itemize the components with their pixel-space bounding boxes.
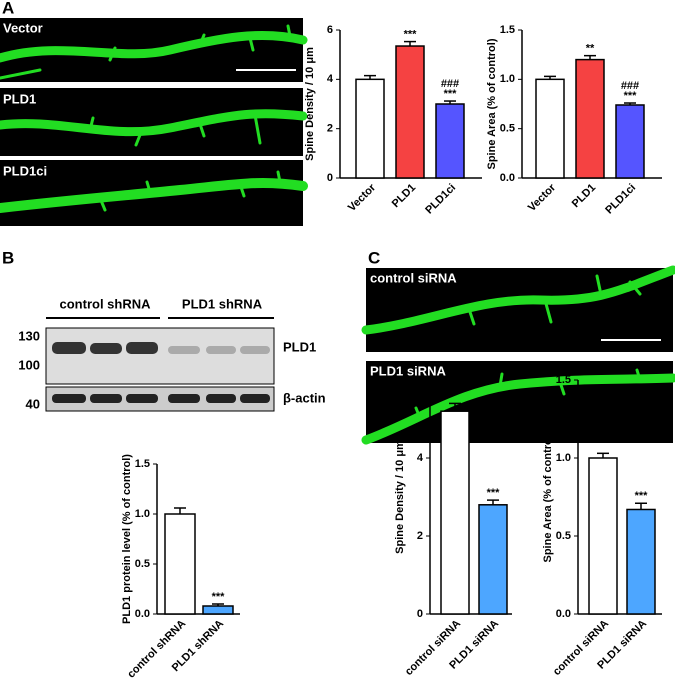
panel-label: A: [2, 0, 14, 17]
significance: ###: [621, 80, 639, 92]
band-label: PLD1: [283, 339, 316, 354]
y-tick-label: 1.0: [500, 73, 515, 85]
bar: [355, 78, 385, 179]
significance: ###: [441, 78, 459, 90]
micrograph: PLD1: [0, 88, 308, 156]
image-label: PLD1: [3, 91, 36, 106]
y-tick-label: 1.5: [500, 24, 515, 36]
western-blot: control shRNA PLD1 shRNA 130 100 40 PLD1…: [18, 296, 326, 412]
image-label: Vector: [3, 20, 43, 35]
y-axis-title: Spine Density / 10 μm: [304, 47, 316, 161]
y-tick-label: 4: [417, 452, 424, 464]
y-tick-label: 0.0: [556, 608, 571, 620]
blot-group: control shRNA: [60, 296, 152, 311]
micrograph: control siRNA: [361, 265, 675, 352]
significance: ***: [635, 490, 649, 502]
y-tick-label: 0: [417, 608, 423, 620]
significance: **: [586, 43, 595, 55]
bar: [478, 504, 508, 615]
blot-group: PLD1 shRNA: [182, 296, 263, 311]
x-tick-label: PLD1: [570, 182, 598, 210]
y-tick-label: 6: [417, 374, 423, 386]
marker: 130: [18, 328, 40, 343]
significance: ***: [487, 487, 501, 499]
y-axis-title: Spine Area (% of control): [486, 38, 498, 169]
bar: [615, 104, 645, 179]
band-label: β-actin: [283, 390, 326, 405]
significance: ***: [212, 591, 226, 603]
y-tick-label: 1.0: [135, 508, 150, 520]
x-tick-label: PLD1: [390, 182, 418, 210]
bar: [535, 78, 565, 179]
y-tick-label: 6: [327, 24, 333, 36]
y-tick-label: 0.5: [500, 123, 515, 135]
marker: 100: [18, 357, 40, 372]
y-tick-label: 4: [327, 73, 334, 85]
y-axis-title: Spine Density / 10 μm: [394, 440, 406, 554]
y-tick-label: 2: [327, 123, 333, 135]
x-tick-label: PLD1ci: [603, 182, 638, 217]
panel-label: C: [368, 248, 380, 267]
image-label: control siRNA: [370, 270, 457, 285]
panel-label: B: [2, 248, 14, 267]
y-tick-label: 0.0: [135, 608, 150, 620]
y-tick-label: 2: [417, 530, 423, 542]
significance: ***: [624, 90, 638, 102]
y-tick-label: 1.5: [135, 458, 150, 470]
micrograph: PLD1ci: [0, 160, 308, 226]
y-tick-label: 0.5: [556, 530, 571, 542]
bar: [626, 508, 656, 615]
significance: ***: [404, 28, 418, 40]
bar: [164, 513, 196, 615]
y-tick-label: 0: [327, 172, 333, 184]
x-tick-label: Vector: [526, 181, 559, 214]
y-tick-label: 0.5: [135, 558, 150, 570]
bar: [202, 605, 234, 615]
micrograph: Vector: [0, 18, 308, 82]
micrograph: PLD1 siRNA: [361, 361, 675, 445]
bar: [435, 103, 465, 179]
significance: ***: [444, 88, 458, 100]
y-axis-title: PLD1 protein level (% of control): [121, 454, 133, 624]
image-label: PLD1ci: [3, 163, 47, 178]
bar: [395, 45, 425, 179]
bar: [588, 457, 618, 615]
x-tick-label: Vector: [346, 181, 379, 214]
marker: 40: [26, 396, 40, 411]
y-tick-label: 0.0: [500, 172, 515, 184]
y-axis-title: Spine Area (% of control): [542, 431, 554, 562]
image-label: PLD1 siRNA: [370, 363, 446, 378]
bar: [440, 410, 470, 615]
x-tick-label: PLD1ci: [423, 182, 458, 217]
y-tick-label: 1.0: [556, 452, 571, 464]
bar: [575, 58, 605, 179]
y-tick-label: 1.5: [556, 374, 571, 386]
